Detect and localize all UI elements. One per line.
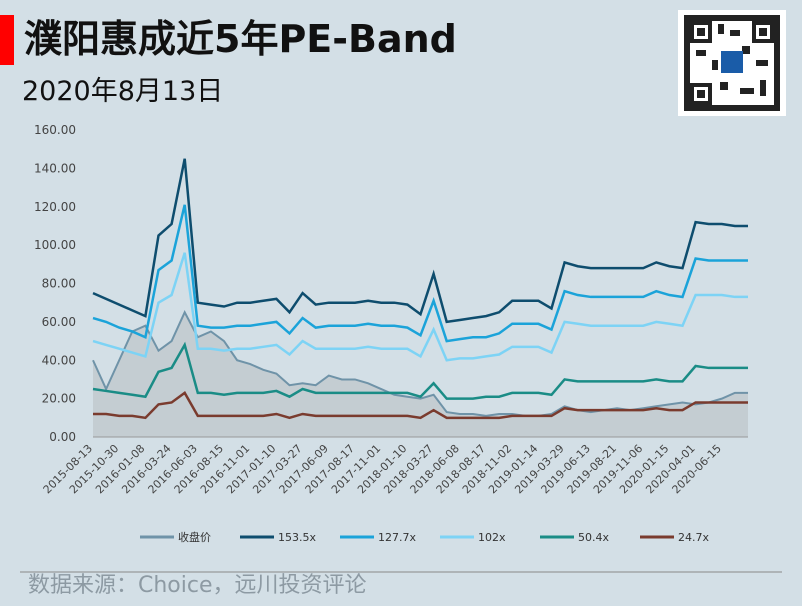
y-tick-label: 120.00 (34, 200, 76, 214)
y-tick-label: 60.00 (42, 315, 76, 329)
subtitle: 2020年8月13日 (22, 76, 223, 107)
legend-label: 102x (478, 531, 506, 544)
y-tick-label: 80.00 (42, 277, 76, 291)
legend-label: 50.4x (578, 531, 609, 544)
line (92, 310, 748, 417)
line (92, 341, 748, 400)
y-tick-label: 140.00 (34, 161, 76, 175)
line (93, 391, 748, 420)
area (93, 312, 748, 437)
title: 濮阳惠成近5年PE-Band (24, 17, 457, 61)
qr-code (678, 10, 786, 116)
title-bar (0, 15, 14, 65)
line (92, 204, 748, 343)
line (92, 158, 748, 324)
y-tick-label: 0.00 (49, 430, 76, 444)
y-tick-label: 40.00 (42, 353, 76, 367)
legend-label: 收盘价 (178, 530, 211, 544)
y-tick-label: 160.00 (34, 123, 76, 137)
line (92, 252, 748, 362)
source: 数据来源：Choice，远川投资评论 (28, 573, 367, 598)
legend-label: 24.7x (678, 531, 709, 544)
y-tick-label: 20.00 (42, 392, 76, 406)
legend-label: 153.5x (278, 531, 316, 544)
y-tick-label: 100.00 (34, 238, 76, 252)
legend-label: 127.7x (378, 531, 416, 544)
